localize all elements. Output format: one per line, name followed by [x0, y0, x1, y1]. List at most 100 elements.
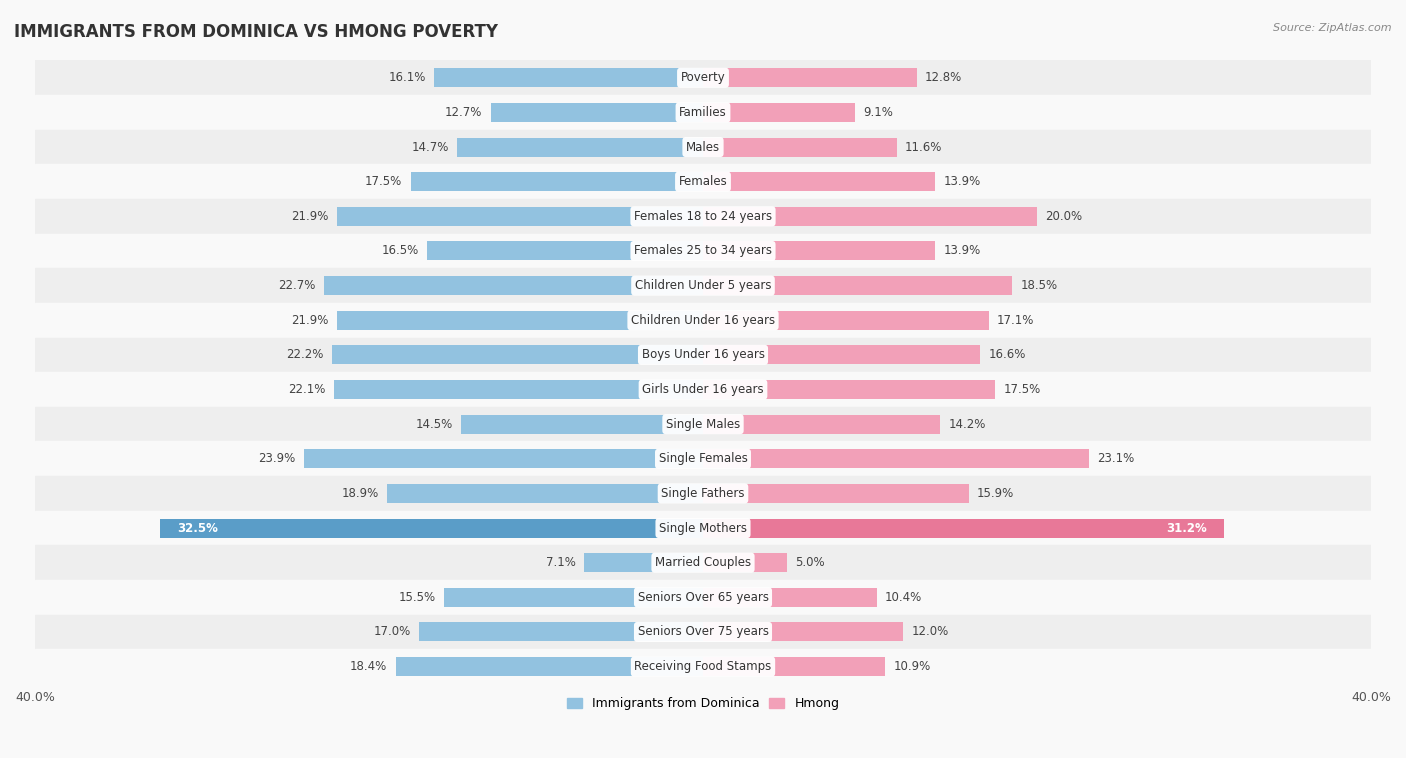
Bar [703, 276, 1012, 295]
Text: 22.1%: 22.1% [288, 383, 326, 396]
Bar [703, 449, 1088, 468]
Bar [703, 137, 897, 157]
Bar [323, 276, 703, 295]
Text: Single Mothers: Single Mothers [659, 522, 747, 534]
Bar [35, 545, 1371, 580]
Text: 16.6%: 16.6% [988, 349, 1026, 362]
Text: Single Males: Single Males [666, 418, 740, 431]
Bar [703, 415, 941, 434]
Text: Seniors Over 75 years: Seniors Over 75 years [637, 625, 769, 638]
Bar [35, 476, 1371, 511]
Text: 14.5%: 14.5% [415, 418, 453, 431]
Bar [337, 207, 703, 226]
Text: 16.5%: 16.5% [382, 245, 419, 258]
Text: Children Under 16 years: Children Under 16 years [631, 314, 775, 327]
Text: 13.9%: 13.9% [943, 245, 981, 258]
Bar [35, 372, 1371, 407]
Text: 18.4%: 18.4% [350, 660, 387, 673]
Text: Single Fathers: Single Fathers [661, 487, 745, 500]
Text: 17.1%: 17.1% [997, 314, 1035, 327]
Bar [35, 511, 1371, 545]
Text: 21.9%: 21.9% [291, 210, 329, 223]
Text: 17.5%: 17.5% [1004, 383, 1040, 396]
Text: Males: Males [686, 140, 720, 154]
Bar [419, 622, 703, 641]
Bar [703, 207, 1038, 226]
Bar [35, 95, 1371, 130]
Bar [35, 337, 1371, 372]
Text: 18.5%: 18.5% [1021, 279, 1057, 292]
Text: 17.5%: 17.5% [366, 175, 402, 188]
Text: 31.2%: 31.2% [1167, 522, 1208, 534]
Bar [337, 311, 703, 330]
Bar [160, 518, 703, 537]
Text: Girls Under 16 years: Girls Under 16 years [643, 383, 763, 396]
Bar [395, 657, 703, 676]
Bar [35, 580, 1371, 615]
Text: 10.4%: 10.4% [884, 590, 922, 604]
Bar [491, 103, 703, 122]
Bar [411, 172, 703, 191]
Text: 20.0%: 20.0% [1046, 210, 1083, 223]
Bar [703, 103, 855, 122]
Bar [35, 650, 1371, 684]
Text: Females: Females [679, 175, 727, 188]
Text: Receiving Food Stamps: Receiving Food Stamps [634, 660, 772, 673]
Text: 5.0%: 5.0% [794, 556, 824, 569]
Bar [35, 615, 1371, 650]
Text: 17.0%: 17.0% [374, 625, 411, 638]
Text: 14.2%: 14.2% [949, 418, 986, 431]
Text: IMMIGRANTS FROM DOMINICA VS HMONG POVERTY: IMMIGRANTS FROM DOMINICA VS HMONG POVERT… [14, 23, 498, 41]
Bar [703, 311, 988, 330]
Bar [35, 199, 1371, 233]
Bar [427, 242, 703, 261]
Bar [457, 137, 703, 157]
Text: 15.9%: 15.9% [977, 487, 1014, 500]
Text: 13.9%: 13.9% [943, 175, 981, 188]
Bar [703, 484, 969, 503]
Bar [333, 380, 703, 399]
Text: Married Couples: Married Couples [655, 556, 751, 569]
Text: 23.1%: 23.1% [1097, 453, 1135, 465]
Legend: Immigrants from Dominica, Hmong: Immigrants from Dominica, Hmong [561, 692, 845, 715]
Bar [703, 587, 877, 607]
Bar [304, 449, 703, 468]
Text: 16.1%: 16.1% [388, 71, 426, 84]
Text: 23.9%: 23.9% [259, 453, 295, 465]
Text: Families: Families [679, 106, 727, 119]
Bar [461, 415, 703, 434]
Bar [585, 553, 703, 572]
Bar [35, 407, 1371, 441]
Bar [387, 484, 703, 503]
Text: 9.1%: 9.1% [863, 106, 893, 119]
Bar [703, 242, 935, 261]
Text: Boys Under 16 years: Boys Under 16 years [641, 349, 765, 362]
Bar [703, 553, 786, 572]
Bar [35, 441, 1371, 476]
Bar [35, 233, 1371, 268]
Text: 14.7%: 14.7% [412, 140, 449, 154]
Bar [35, 164, 1371, 199]
Text: 22.7%: 22.7% [278, 279, 315, 292]
Text: 12.7%: 12.7% [446, 106, 482, 119]
Text: Females 18 to 24 years: Females 18 to 24 years [634, 210, 772, 223]
Bar [332, 346, 703, 365]
Bar [703, 68, 917, 87]
Text: Single Females: Single Females [658, 453, 748, 465]
Bar [703, 380, 995, 399]
Text: 7.1%: 7.1% [546, 556, 576, 569]
Bar [35, 61, 1371, 95]
Text: 18.9%: 18.9% [342, 487, 380, 500]
Text: 12.0%: 12.0% [911, 625, 949, 638]
Text: Source: ZipAtlas.com: Source: ZipAtlas.com [1274, 23, 1392, 33]
Bar [703, 622, 904, 641]
Text: 12.8%: 12.8% [925, 71, 962, 84]
Bar [703, 518, 1225, 537]
Text: 11.6%: 11.6% [905, 140, 942, 154]
Text: Seniors Over 65 years: Seniors Over 65 years [637, 590, 769, 604]
Bar [703, 346, 980, 365]
Text: Females 25 to 34 years: Females 25 to 34 years [634, 245, 772, 258]
Text: 10.9%: 10.9% [893, 660, 931, 673]
Text: 21.9%: 21.9% [291, 314, 329, 327]
Bar [703, 657, 884, 676]
